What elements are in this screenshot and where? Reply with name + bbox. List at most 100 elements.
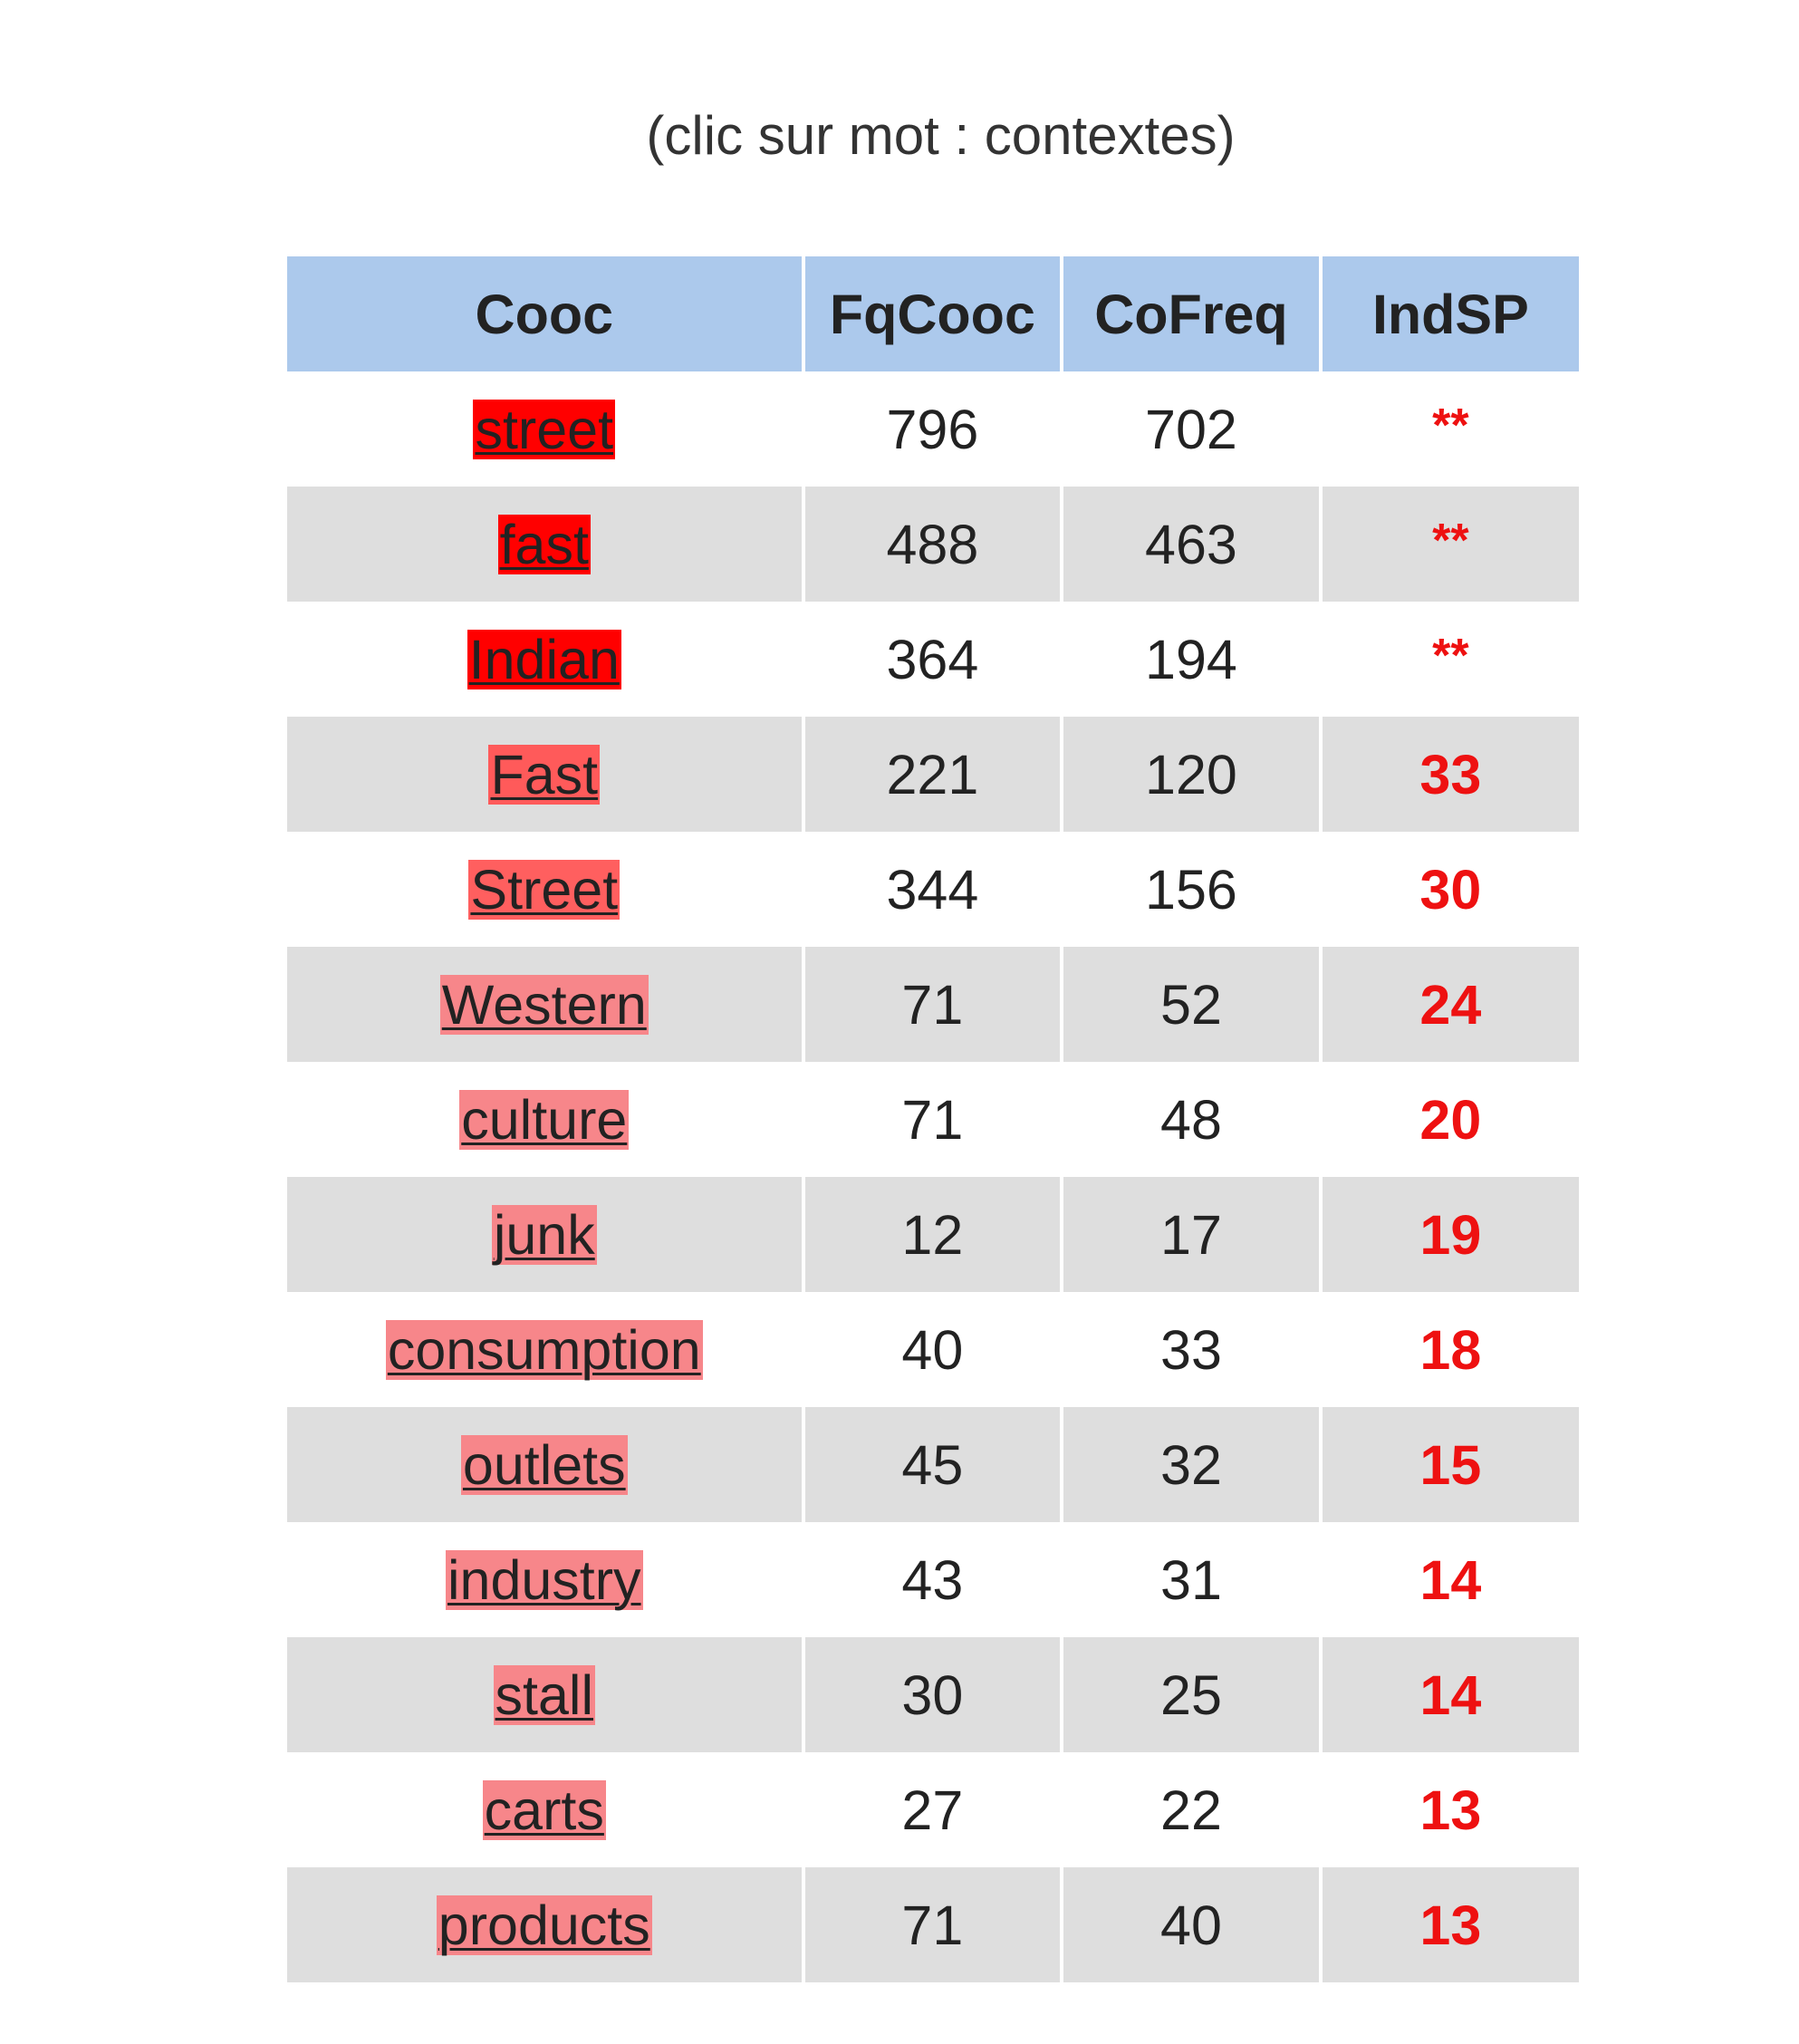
cofreq-cell: 463 <box>1063 487 1319 602</box>
indsp-value: ** <box>1432 514 1469 567</box>
fqcooc-cell: 45 <box>804 1407 1061 1522</box>
cooccurrence-table: Cooc FqCooc CoFreq IndSP street 796 702 ** f… <box>287 256 1583 2018</box>
indsp-value: 13 <box>1419 1779 1482 1841</box>
header-fqcooc[interactable]: FqCooc <box>804 256 1061 371</box>
fqcooc-cell: 364 <box>804 602 1061 717</box>
header-cooc[interactable]: Cooc <box>287 256 802 371</box>
indsp-cell: 18 <box>1322 1292 1579 1407</box>
header-indsp[interactable]: IndSP <box>1322 256 1579 371</box>
cooc-cell: Indian <box>287 602 802 717</box>
cooc-word-link[interactable]: culture <box>459 1088 630 1151</box>
indsp-cell: ** <box>1322 602 1579 717</box>
fqcooc-cell: 221 <box>804 717 1061 832</box>
fqcooc-cell: 40 <box>804 1292 1061 1407</box>
table-body: street 796 702 ** fast 488 463 ** Indian 364 194 **… <box>287 371 1579 2018</box>
cooc-cell: consumption <box>287 1292 802 1407</box>
cooc-cell: culture <box>287 1062 802 1177</box>
indsp-cell: 19 <box>1322 1177 1579 1292</box>
table-row: outlets 45 32 15 <box>287 1407 1579 1522</box>
cooc-word-link[interactable]: industry <box>445 1548 643 1611</box>
fqcooc-cell: 27 <box>804 1752 1061 1867</box>
table-row: junk 12 17 19 <box>287 1177 1579 1292</box>
table-row: carts 27 22 13 <box>287 1752 1579 1867</box>
cooc-cell: products <box>287 1867 802 1982</box>
cooc-cell: carts <box>287 1752 802 1867</box>
indsp-cell: 33 <box>1322 717 1579 832</box>
cooc-word-link[interactable]: Western <box>439 973 649 1036</box>
cooc-word-link[interactable]: outlets <box>460 1433 628 1496</box>
indsp-cell: 14 <box>1322 1522 1579 1637</box>
indsp-value: 19 <box>1419 1203 1482 1266</box>
indsp-value: 20 <box>1419 1088 1482 1151</box>
cooc-word-link[interactable]: fast <box>497 513 591 575</box>
table-row: fast 488 463 ** <box>287 487 1579 602</box>
indsp-cell: 20 <box>1322 1062 1579 1177</box>
cooc-cell: Western <box>287 947 802 1062</box>
cofreq-cell: 31 <box>1063 1522 1319 1637</box>
cooc-word-link[interactable]: carts <box>482 1779 606 1841</box>
indsp-value: 14 <box>1419 1663 1482 1726</box>
header-cofreq[interactable]: CoFreq <box>1063 256 1319 371</box>
fqcooc-cell: 796 <box>804 371 1061 487</box>
indsp-cell: 13 <box>1322 1867 1579 1982</box>
cooc-word-link[interactable]: Fast <box>488 743 601 805</box>
empty-cell <box>287 1982 802 2018</box>
cooccurrence-table-container: Cooc FqCooc CoFreq IndSP street 796 702 ** f… <box>287 256 1583 2018</box>
indsp-value: ** <box>1432 399 1469 452</box>
table-header-row: Cooc FqCooc CoFreq IndSP <box>287 256 1579 371</box>
indsp-cell: 13 <box>1322 1752 1579 1867</box>
cooc-word-link[interactable]: street <box>473 398 616 460</box>
table-row: Street 344 156 30 <box>287 832 1579 947</box>
cooc-word-link[interactable]: junk <box>491 1203 597 1266</box>
fqcooc-cell: 71 <box>804 1867 1061 1982</box>
cooc-word-link[interactable]: stall <box>493 1663 596 1726</box>
indsp-value: 13 <box>1419 1894 1482 1956</box>
indsp-value: 14 <box>1419 1548 1482 1611</box>
cooc-cell: junk <box>287 1177 802 1292</box>
fqcooc-cell: 71 <box>804 1062 1061 1177</box>
fqcooc-cell: 30 <box>804 1637 1061 1752</box>
cooc-word-link[interactable]: Street <box>468 858 621 921</box>
table-row <box>287 1982 1579 2018</box>
table-row: Western 71 52 24 <box>287 947 1579 1062</box>
indsp-cell: 30 <box>1322 832 1579 947</box>
fqcooc-cell: 12 <box>804 1177 1061 1292</box>
cofreq-cell: 156 <box>1063 832 1319 947</box>
indsp-value: 24 <box>1419 973 1482 1036</box>
table-row: street 796 702 ** <box>287 371 1579 487</box>
cofreq-cell: 48 <box>1063 1062 1319 1177</box>
fqcooc-cell: 43 <box>804 1522 1061 1637</box>
cofreq-cell: 194 <box>1063 602 1319 717</box>
cooc-cell: street <box>287 371 802 487</box>
indsp-cell: ** <box>1322 487 1579 602</box>
fqcooc-cell: 71 <box>804 947 1061 1062</box>
table-row: consumption 40 33 18 <box>287 1292 1579 1407</box>
cooc-cell: Fast <box>287 717 802 832</box>
cofreq-cell: 40 <box>1063 1867 1319 1982</box>
cooc-cell: fast <box>287 487 802 602</box>
empty-cell <box>804 1982 1061 2018</box>
indsp-cell: 15 <box>1322 1407 1579 1522</box>
cooc-word-link[interactable]: Indian <box>467 628 621 690</box>
indsp-cell: 24 <box>1322 947 1579 1062</box>
cooc-word-link[interactable]: consumption <box>385 1318 703 1381</box>
table-row: Fast 221 120 33 <box>287 717 1579 832</box>
cofreq-cell: 52 <box>1063 947 1319 1062</box>
cofreq-cell: 25 <box>1063 1637 1319 1752</box>
indsp-value: 30 <box>1419 858 1482 921</box>
indsp-value: 15 <box>1419 1433 1482 1496</box>
cofreq-cell: 33 <box>1063 1292 1319 1407</box>
indsp-cell: 14 <box>1322 1637 1579 1752</box>
cooc-cell: Street <box>287 832 802 947</box>
cooc-cell: stall <box>287 1637 802 1752</box>
indsp-value: ** <box>1432 629 1469 682</box>
table-row: industry 43 31 14 <box>287 1522 1579 1637</box>
fqcooc-cell: 488 <box>804 487 1061 602</box>
cooc-cell: outlets <box>287 1407 802 1522</box>
empty-cell <box>1063 1982 1319 2018</box>
indsp-value: 18 <box>1419 1318 1482 1381</box>
cofreq-cell: 32 <box>1063 1407 1319 1522</box>
cofreq-cell: 17 <box>1063 1177 1319 1292</box>
cooc-word-link[interactable]: products <box>436 1894 652 1956</box>
